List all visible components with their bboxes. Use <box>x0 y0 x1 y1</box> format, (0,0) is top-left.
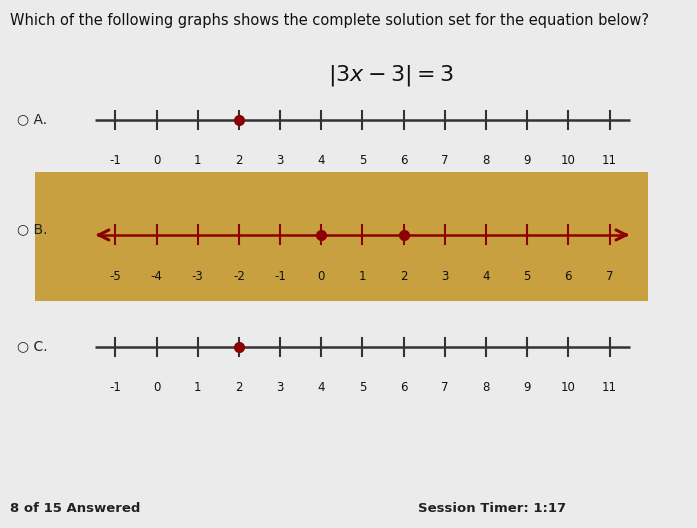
Text: ○ A.: ○ A. <box>17 112 47 126</box>
Text: Session Timer: 1:17: Session Timer: 1:17 <box>418 502 567 515</box>
Text: 8 of 15 Answered: 8 of 15 Answered <box>10 502 141 515</box>
Text: Which of the following graphs shows the complete solution set for the equation b: Which of the following graphs shows the … <box>10 13 650 28</box>
Text: $|3x - 3| = 3$: $|3x - 3| = 3$ <box>328 63 453 88</box>
Text: ○ B.: ○ B. <box>17 223 48 237</box>
Text: ○ C.: ○ C. <box>17 339 48 353</box>
